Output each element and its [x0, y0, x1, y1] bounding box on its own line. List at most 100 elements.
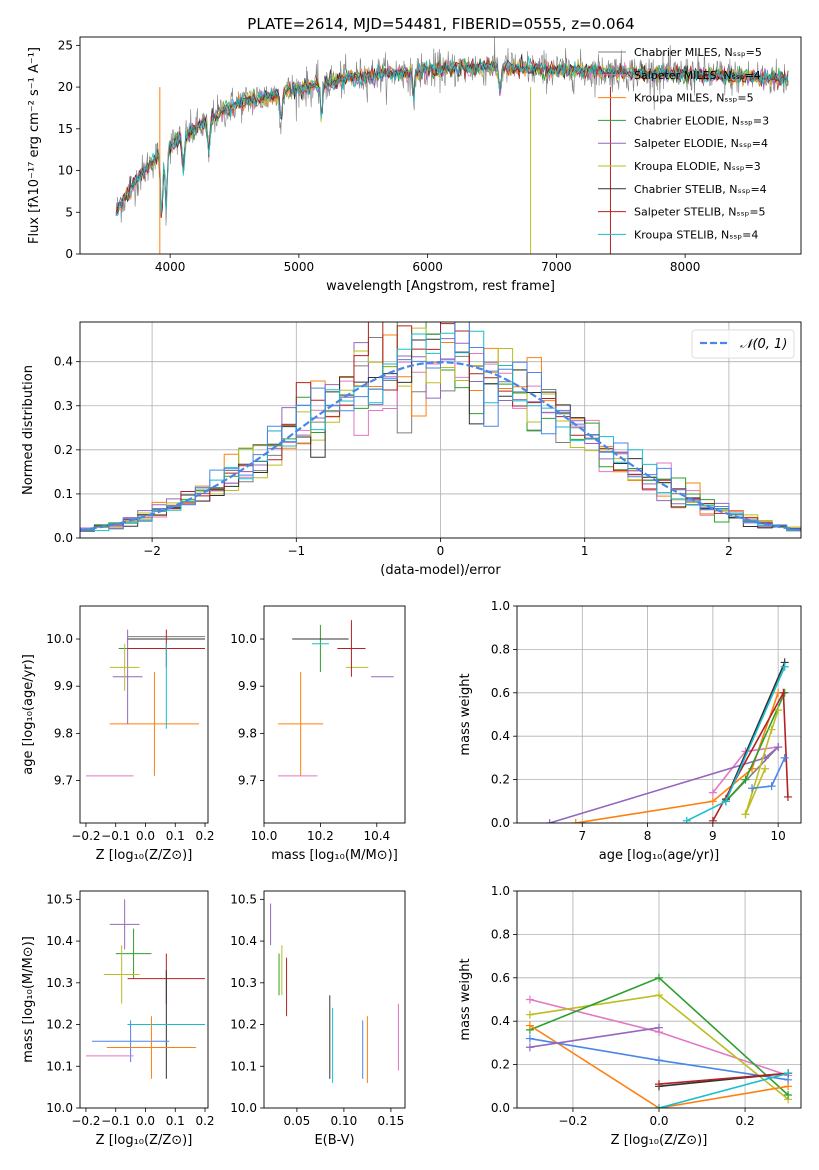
age-weight-marker — [774, 706, 783, 715]
mass-age-plot-area — [278, 620, 394, 777]
z-weight-marker — [525, 1043, 534, 1052]
z-mass-errorbar-1 — [115, 928, 152, 979]
z-weight-marker — [784, 1069, 793, 1078]
panel-ebv-mass: 0.05 0.10 0.15 10.0 10.1 10.2 10.3 10.4 10.5 E(B-… — [230, 890, 406, 1148]
age-weight-series-8 — [682, 662, 789, 823]
z-weight-ytick-label: 1.0 — [491, 884, 510, 898]
z-weight-plot-area — [517, 891, 801, 1108]
z-weight-series-4 — [525, 1034, 793, 1084]
z-age-ylabel: age [log₁₀(age/yr)] — [21, 654, 36, 775]
legend-label-normal: 𝒩(0, 1) — [740, 337, 787, 352]
age-weight-ylabel: mass weight — [458, 673, 473, 755]
legend-box — [691, 329, 795, 359]
histogram-9 — [80, 322, 801, 538]
panel-spectrum: 4000 5000 6000 7000 8000 0 5 10 15 20 25 wavelength… — [27, 36, 802, 294]
age-weight-marker — [571, 819, 580, 823]
legend-label-3: Chabrier ELODIE, Nₛₛₚ=3 — [634, 114, 769, 127]
spectrum-series-6 — [115, 54, 789, 215]
mass-age-errorbar-2 — [278, 672, 324, 776]
z-mass-ytick-label: 10.4 — [46, 934, 73, 948]
ebv-mass-xtick-label: 0.05 — [284, 1114, 311, 1128]
residuals-ytick-label: 0.3 — [54, 399, 73, 413]
z-mass-xtick-label: 0.2 — [195, 1114, 214, 1128]
z-weight-line — [658, 1072, 789, 1108]
residuals-ylabel: Normed distribution — [21, 365, 36, 495]
age-weight-marker — [708, 788, 717, 797]
spectrum-ytick-label: 10 — [58, 164, 73, 178]
panel-age-weight: 7 8 9 10 0.0 0.2 0.4 0.6 0.8 1.0 age [log₁₀(age/yr… — [458, 599, 802, 863]
z-age-errorbar-4 — [112, 629, 143, 724]
z-age-xlabel: Z [log₁₀(Z/Z⊙)] — [96, 848, 193, 863]
mass-age-ytick-label: 10.0 — [230, 632, 257, 646]
mass-age-errorbar-7 — [337, 620, 366, 677]
axes-frame — [79, 321, 802, 539]
z-mass-xtick-label: 0.1 — [166, 1114, 185, 1128]
legend-label-4: Salpeter ELODIE, Nₛₛₚ=4 — [634, 137, 768, 150]
residuals-xlabel: (data-model)/error — [380, 563, 501, 578]
panel-residuals: −2 −1 0 1 2 0.0 0.1 0.2 0.3 0.4 (data-model)/error… — [21, 321, 802, 578]
residuals-xtick-label: −2 — [143, 544, 161, 558]
age-weight-marker — [780, 662, 789, 671]
spectrum-xtick-label: 7000 — [541, 260, 572, 274]
z-weight-xtick-label: 0.2 — [736, 1114, 755, 1128]
age-weight-marker — [741, 810, 750, 819]
age-weight-marker — [741, 775, 750, 784]
age-weight-marker — [721, 797, 730, 806]
ebv-mass-ytick-label: 10.1 — [230, 1059, 257, 1073]
z-age-errorbar-2 — [109, 672, 200, 776]
age-weight-marker — [708, 797, 717, 806]
age-weight-marker — [761, 764, 770, 773]
age-weight-marker — [780, 753, 789, 762]
axes-frame — [79, 605, 209, 824]
z-age-ytick-label: 10.0 — [46, 632, 73, 646]
z-weight-marker — [655, 1080, 663, 1089]
ebv-mass-xtick-label: 0.10 — [331, 1114, 358, 1128]
age-weight-ytick-label: 0.6 — [491, 686, 510, 700]
z-weight-marker — [655, 991, 663, 1000]
z-weight-ytick-label: 0.4 — [491, 1014, 510, 1028]
legend-label-1: Salpeter MILES, Nₛₛₚ=4 — [634, 69, 761, 82]
z-age-xtick-label: 0.0 — [136, 829, 155, 843]
z-mass-ylabel: mass [log₁₀(M/M⊙)] — [21, 936, 36, 1063]
z-weight-xlabel: Z [log₁₀(Z/Z⊙)] — [611, 1133, 708, 1148]
ebv-mass-plot-area — [270, 903, 399, 1083]
spectrum-ylabel: Flux [fλ10⁻¹⁷ erg cm⁻² s⁻¹ A⁻¹] — [27, 47, 42, 244]
spectrum-series-0 — [115, 37, 789, 226]
spectrum-ytick-label: 25 — [58, 38, 73, 52]
age-weight-xlabel: age [log₁₀(age/yr)] — [599, 848, 720, 863]
z-weight-marker — [655, 1056, 663, 1065]
age-weight-ytick-label: 0.2 — [491, 773, 510, 787]
residuals-plot-area — [80, 322, 801, 538]
age-weight-xtick-label: 9 — [709, 829, 717, 843]
z-weight-line — [658, 1072, 789, 1085]
normal-curve — [80, 360, 801, 532]
z-mass-ytick-label: 10.5 — [46, 892, 73, 906]
age-weight-ytick-label: 1.0 — [491, 599, 510, 613]
age-weight-ytick-label: 0.0 — [491, 816, 510, 830]
age-weight-xtick-label: 7 — [578, 829, 586, 843]
z-mass-ytick-label: 10.2 — [46, 1018, 73, 1032]
residuals-xtick-label: −1 — [287, 544, 305, 558]
z-weight-line — [529, 1024, 789, 1108]
z-age-xtick-label: 0.1 — [166, 829, 185, 843]
ebv-mass-xlabel: E(B-V) — [314, 1133, 354, 1148]
spectrum-xtick-label: 4000 — [155, 260, 186, 274]
age-weight-xtick-label: 10 — [771, 829, 786, 843]
z-weight-marker — [655, 1104, 663, 1108]
z-weight-xtick-label: −0.2 — [558, 1114, 587, 1128]
axes-frame — [516, 890, 802, 1109]
age-weight-plot-area — [517, 606, 801, 823]
z-weight-ytick-label: 0.6 — [491, 971, 510, 985]
spectrum-xtick-label: 5000 — [284, 260, 315, 274]
z-weight-marker — [525, 1034, 534, 1043]
panel-z-mass: −0.2 −0.1 0.0 0.1 0.2 10.0 10.1 10.2 10.3 10.4 10.… — [21, 890, 215, 1148]
z-weight-series-5 — [525, 1023, 663, 1052]
z-mass-errorbar-2 — [103, 945, 140, 1004]
mass-age-xtick-label: 10.0 — [251, 829, 278, 843]
z-mass-errorbar-6 — [91, 1020, 170, 1063]
mass-age-ytick-label: 9.7 — [238, 774, 257, 788]
figure-title: PLATE=2614, MJD=54481, FIBERID=0555, z=0… — [247, 15, 634, 33]
spectrum-xlabel: wavelength [Angstrom, rest frame] — [326, 279, 555, 294]
age-weight-marker — [767, 782, 776, 791]
